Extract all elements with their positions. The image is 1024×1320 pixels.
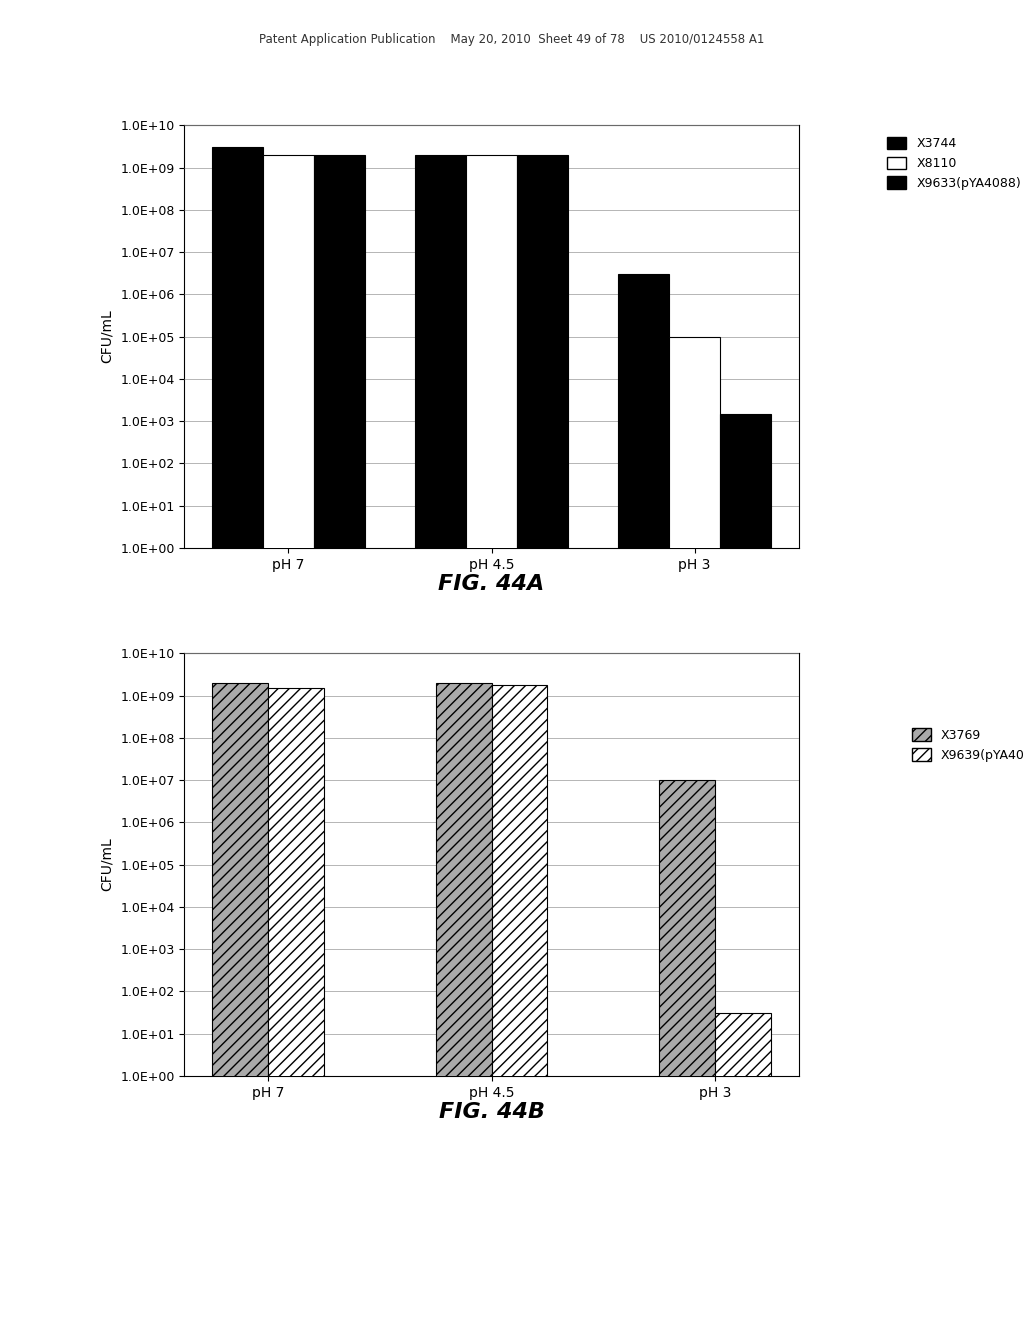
Bar (435, 682, 492, 1320)
Bar (313, 154, 365, 1320)
Y-axis label: CFU/mL: CFU/mL (99, 838, 114, 891)
Bar (670, 337, 720, 1320)
Bar (715, 1014, 771, 1320)
Bar (268, 688, 324, 1320)
Bar (618, 275, 670, 1320)
Text: FIG. 44A: FIG. 44A (438, 574, 545, 594)
Bar (416, 154, 466, 1320)
Y-axis label: CFU/mL: CFU/mL (99, 310, 114, 363)
Bar (263, 154, 313, 1320)
Text: FIG. 44B: FIG. 44B (438, 1102, 545, 1122)
Bar (492, 685, 548, 1320)
Legend: X3769, X9639(pYA4088): X3769, X9639(pYA4088) (907, 723, 1024, 767)
Legend: X3744, X8110, X9633(pYA4088): X3744, X8110, X9633(pYA4088) (883, 132, 1024, 195)
Bar (659, 780, 715, 1320)
Bar (720, 413, 771, 1320)
Bar (466, 154, 517, 1320)
Bar (212, 148, 263, 1320)
Bar (212, 682, 268, 1320)
Bar (517, 154, 567, 1320)
Text: Patent Application Publication    May 20, 2010  Sheet 49 of 78    US 2010/012455: Patent Application Publication May 20, 2… (259, 33, 765, 46)
